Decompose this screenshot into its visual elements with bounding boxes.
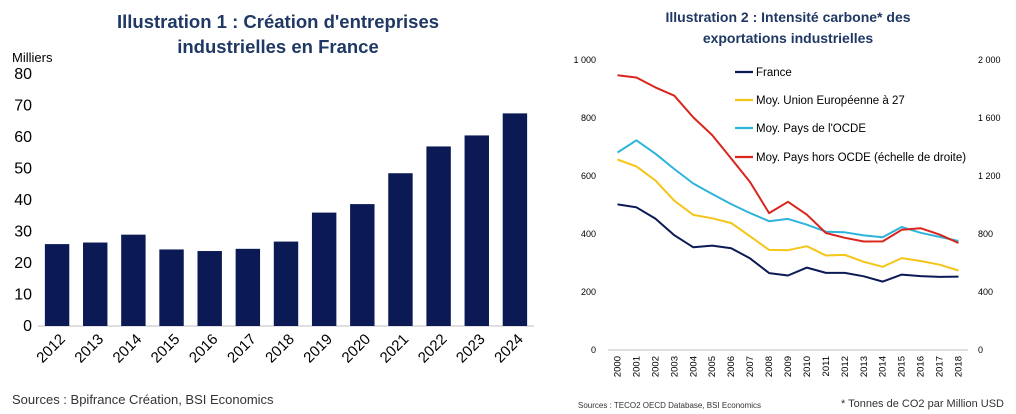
chart2-x-tick-label: 2004	[688, 356, 699, 377]
chart2-x-tick-label: 2007	[745, 356, 756, 377]
chart2-x-tick-label: 2015	[897, 356, 908, 377]
chart1-x-tick-label: 2024	[491, 331, 527, 367]
bar-2015	[159, 249, 184, 326]
chart2-x-tick-label: 2012	[840, 356, 851, 377]
chart2-x-tick-label: 2001	[631, 356, 642, 377]
bar-2021	[388, 173, 413, 326]
chart1-x-tick-label: 2012	[33, 331, 69, 367]
chart1-y-tick-label: 0	[23, 318, 32, 335]
chart1-y-tick-label: 10	[14, 287, 32, 304]
chart2-x-tick-label: 2002	[650, 356, 661, 377]
chart1-y-tick-label: 60	[14, 129, 32, 146]
chart2-x-tick-label: 2018	[954, 356, 965, 377]
chart2-x-tick-label: 2000	[612, 356, 623, 377]
chart1-title-line1: Illustration 1 : Création d'entreprises	[117, 11, 439, 32]
bar-2013	[83, 242, 108, 326]
bar-2012	[44, 244, 70, 326]
chart2-source: Sources : TECO2 OECD Database, BSI Econo…	[578, 401, 761, 410]
bar-2018	[273, 241, 299, 326]
chart2-x-tick-label: 2017	[935, 356, 946, 377]
chart2-left-y-tick-label: 400	[581, 229, 596, 239]
chart1-x-tick-label: 2017	[224, 331, 260, 367]
chart2-left-y-tick-label: 800	[581, 113, 596, 123]
chart1-y-tick-label: 80	[14, 66, 32, 83]
chart2-x-tick-label: 2010	[802, 356, 813, 377]
chart2-right-y-tick-label: 2 000	[978, 55, 1001, 65]
chart1-x-tick-label: 2016	[186, 331, 222, 367]
chart2-title-line2: exportations industrielles	[703, 30, 874, 46]
chart1-y-tick-label: 20	[14, 255, 32, 272]
chart2-right-y-axis: 0 400 800 1 200 1 600 2 000	[978, 55, 1001, 355]
chart2-x-tick-label: 2016	[916, 356, 927, 377]
chart2-right-y-tick-label: 0	[978, 345, 983, 355]
chart1-source: Sources : Bpifrance Création, BSI Econom…	[12, 392, 274, 407]
bar-2016	[197, 251, 222, 326]
legend-label-3: Moy. Pays hors OCDE (échelle de droite)	[756, 152, 966, 164]
bar-2023	[464, 135, 489, 326]
chart1-x-tick-label: 2015	[148, 331, 184, 367]
chart1-title-line2: industrielles en France	[177, 36, 379, 57]
series-line-3	[617, 74, 959, 244]
chart2-left-y-tick-label: 0	[591, 345, 596, 355]
chart2-x-tick-label: 2009	[783, 356, 794, 377]
chart1-y-tick-label: 50	[14, 161, 32, 178]
chart2-legend: France Moy. Union Européenne à 27 Moy. Pay…	[735, 67, 966, 164]
chart1-y-axis: 0 10 20 30 40 50 60 70 80	[14, 66, 32, 335]
chart2-series-lines	[616, 74, 959, 283]
bar-2017	[235, 248, 261, 326]
chart2-x-tick-label: 2014	[878, 356, 889, 377]
bar-2019	[311, 212, 337, 326]
chart1-x-axis: 2012 2013 2014 2015 2016 2017 2018 2019 2020 2021…	[33, 331, 526, 367]
chart1-x-tick-label: 2018	[262, 331, 298, 367]
chart2-x-tick-label: 2005	[707, 356, 718, 377]
chart1-x-tick-label: 2023	[453, 331, 489, 367]
series-line-2	[616, 139, 959, 242]
chart2-right-y-tick-label: 400	[978, 287, 993, 297]
legend-label-1: Moy. Union Européenne à 27	[756, 95, 905, 107]
chart1-y-tick-label: 30	[14, 224, 32, 241]
chart1-x-tick-label: 2020	[339, 331, 375, 367]
chart2-unit-note: * Tonnes de CO2 par Million USD	[841, 398, 1004, 410]
chart1-bars	[44, 113, 528, 326]
line-chart-intensite-carbone: Illustration 2 : Intensité carbone* des …	[573, 9, 1004, 410]
chart2-left-y-axis: 0 200 400 600 800 1 000	[573, 55, 596, 355]
chart1-y-tick-label: 70	[14, 98, 32, 115]
legend-label-2: Moy. Pays de l'OCDE	[756, 123, 866, 135]
bar-2024	[502, 113, 528, 326]
chart1-x-tick-label: 2019	[300, 331, 336, 367]
bar-2022	[426, 146, 451, 326]
chart2-x-axis: 2000 2001 2002 2003 2004 2005 2006 2007 2008 2009…	[612, 356, 964, 377]
chart2-x-tick-label: 2011	[821, 356, 832, 376]
chart2-left-y-tick-label: 600	[581, 171, 596, 181]
chart1-x-tick-label: 2022	[415, 331, 451, 367]
chart2-right-y-tick-label: 800	[978, 229, 993, 239]
series-line-0	[617, 203, 959, 283]
chart2-left-y-tick-label: 1 000	[573, 55, 596, 65]
chart1-x-tick-label: 2021	[377, 331, 413, 367]
chart1-x-tick-label: 2013	[71, 331, 107, 367]
chart2-x-tick-label: 2006	[726, 356, 737, 377]
chart2-x-tick-label: 2008	[764, 356, 775, 377]
chart2-x-tick-label: 2003	[669, 356, 680, 377]
legend-label-0: France	[756, 67, 792, 79]
chart2-left-y-tick-label: 200	[581, 287, 596, 297]
chart2-x-tick-label: 2013	[859, 356, 870, 377]
series-line-1	[617, 158, 959, 272]
chart2-right-y-tick-label: 1 600	[978, 113, 1001, 123]
chart2-right-y-tick-label: 1 200	[978, 171, 1001, 181]
chart2-title-line1: Illustration 2 : Intensité carbone* des	[665, 9, 910, 25]
bar-chart-creation-entreprises: Illustration 1 : Création d'entreprises …	[12, 11, 534, 407]
chart1-y-tick-label: 40	[14, 192, 32, 209]
chart1-y-unit-label: Milliers	[12, 50, 53, 65]
bar-2014	[121, 234, 146, 326]
chart1-x-tick-label: 2014	[110, 331, 146, 367]
bar-2020	[350, 204, 375, 326]
